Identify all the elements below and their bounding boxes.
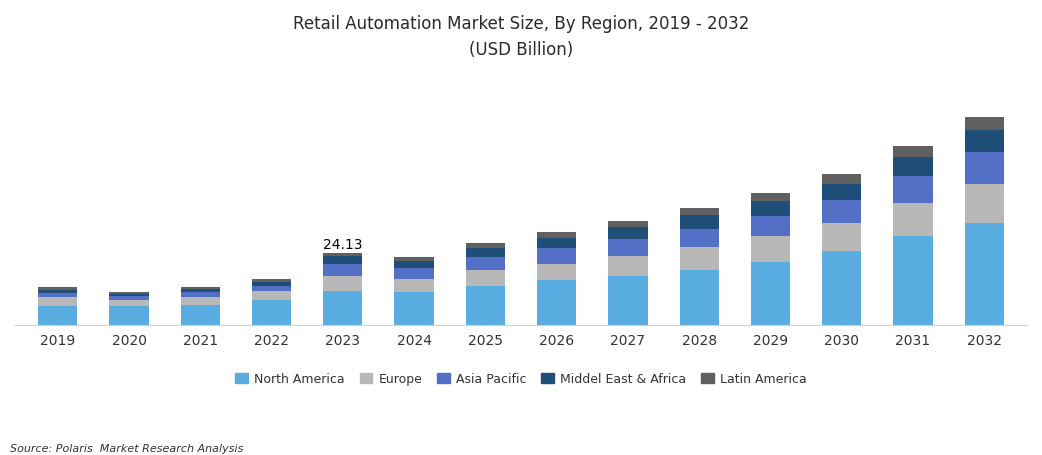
Bar bbox=[679, 248, 719, 270]
Bar bbox=[893, 147, 933, 157]
Bar bbox=[822, 184, 862, 201]
Bar bbox=[109, 297, 149, 300]
Bar bbox=[39, 306, 77, 325]
Bar bbox=[323, 291, 363, 325]
Bar bbox=[537, 249, 576, 264]
Bar bbox=[609, 228, 647, 240]
Bar bbox=[537, 264, 576, 280]
Bar bbox=[323, 253, 363, 257]
Bar bbox=[466, 270, 505, 286]
Bar bbox=[893, 177, 933, 204]
Bar bbox=[323, 264, 363, 277]
Bar bbox=[180, 297, 220, 305]
Bar bbox=[109, 307, 149, 325]
Bar bbox=[39, 293, 77, 298]
Bar bbox=[751, 237, 790, 263]
Bar bbox=[609, 240, 647, 257]
Bar bbox=[679, 270, 719, 325]
Bar bbox=[252, 282, 291, 286]
Bar bbox=[323, 277, 363, 291]
Bar bbox=[395, 257, 433, 261]
Bar bbox=[751, 193, 790, 202]
Bar bbox=[395, 293, 433, 325]
Bar bbox=[39, 298, 77, 306]
Title: Retail Automation Market Size, By Region, 2019 - 2032
(USD Billion): Retail Automation Market Size, By Region… bbox=[293, 15, 749, 59]
Bar bbox=[965, 153, 1003, 184]
Bar bbox=[537, 233, 576, 238]
Bar bbox=[893, 157, 933, 177]
Bar bbox=[395, 268, 433, 279]
Bar bbox=[609, 276, 647, 325]
Bar bbox=[395, 261, 433, 268]
Bar bbox=[180, 287, 220, 289]
Bar bbox=[39, 288, 77, 290]
Bar bbox=[893, 237, 933, 325]
Bar bbox=[751, 202, 790, 217]
Bar bbox=[39, 290, 77, 293]
Bar bbox=[323, 257, 363, 264]
Bar bbox=[252, 301, 291, 325]
Bar bbox=[679, 216, 719, 229]
Bar bbox=[893, 204, 933, 237]
Bar bbox=[822, 175, 862, 184]
Bar bbox=[466, 286, 505, 325]
Legend: North America, Europe, Asia Pacific, Middel East & Africa, Latin America: North America, Europe, Asia Pacific, Mid… bbox=[230, 367, 812, 390]
Bar bbox=[466, 248, 505, 258]
Bar bbox=[537, 280, 576, 325]
Bar bbox=[965, 184, 1003, 223]
Bar bbox=[466, 243, 505, 248]
Bar bbox=[965, 118, 1003, 131]
Bar bbox=[609, 257, 647, 276]
Bar bbox=[965, 223, 1003, 325]
Bar bbox=[965, 131, 1003, 153]
Bar bbox=[252, 286, 291, 292]
Bar bbox=[180, 305, 220, 325]
Bar bbox=[609, 222, 647, 228]
Bar bbox=[109, 292, 149, 294]
Bar bbox=[180, 289, 220, 293]
Bar bbox=[679, 229, 719, 248]
Bar bbox=[252, 279, 291, 282]
Bar bbox=[679, 208, 719, 216]
Text: Source: Polaris  Market Research Analysis: Source: Polaris Market Research Analysis bbox=[10, 443, 244, 453]
Bar bbox=[822, 252, 862, 325]
Bar bbox=[822, 223, 862, 252]
Bar bbox=[751, 217, 790, 237]
Text: 24.13: 24.13 bbox=[323, 238, 363, 252]
Bar bbox=[109, 294, 149, 297]
Bar bbox=[537, 238, 576, 249]
Bar bbox=[822, 201, 862, 223]
Bar bbox=[395, 279, 433, 293]
Bar bbox=[180, 293, 220, 297]
Bar bbox=[466, 258, 505, 270]
Bar bbox=[109, 300, 149, 307]
Bar bbox=[751, 263, 790, 325]
Bar bbox=[252, 292, 291, 301]
